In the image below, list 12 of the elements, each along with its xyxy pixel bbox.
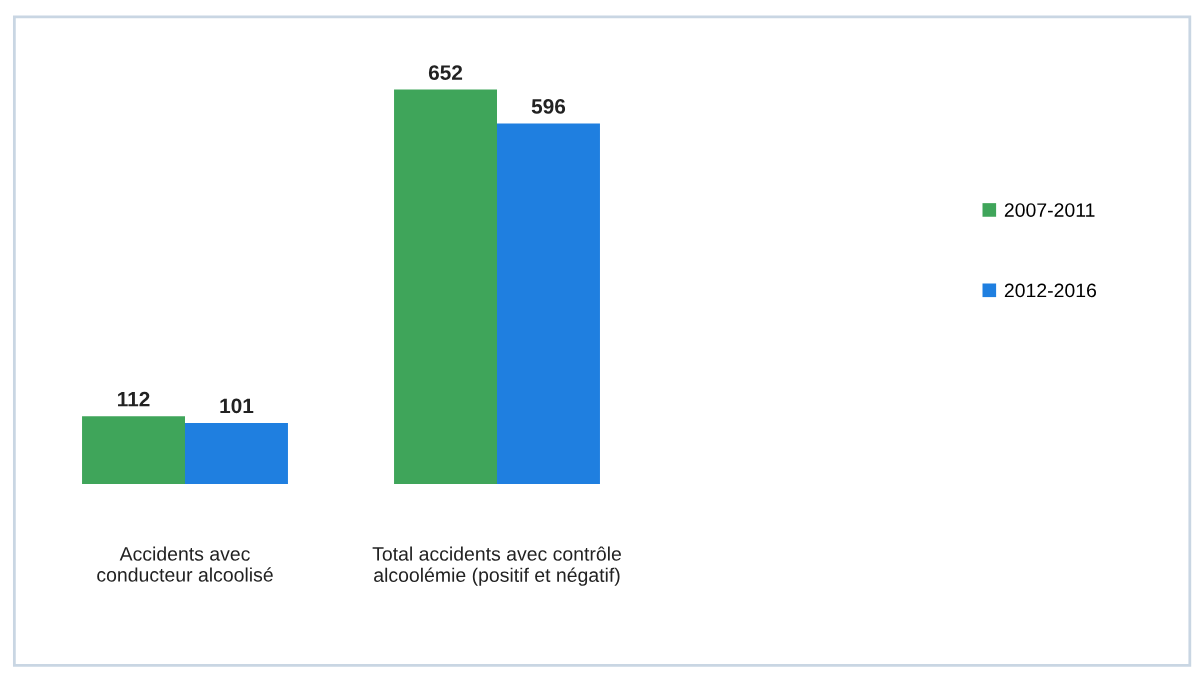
legend-label: 2012-2016: [1004, 283, 1097, 298]
bar: [82, 416, 185, 484]
legend-label: 2007-2011: [1004, 203, 1095, 217]
bar: [394, 89, 497, 484]
x-tick-label: Total accidents avec contrôle alcoolémie (positif et négatif): [372, 546, 621, 586]
data-label: 101: [220, 398, 254, 414]
data-label: 596: [531, 99, 566, 114]
bar: [497, 123, 600, 484]
x-tick-label: Accidents avec conducteur alcoolisé: [97, 546, 273, 582]
data-label: 652: [428, 65, 463, 80]
data-label: 112: [118, 391, 150, 407]
bar: [185, 422, 288, 484]
